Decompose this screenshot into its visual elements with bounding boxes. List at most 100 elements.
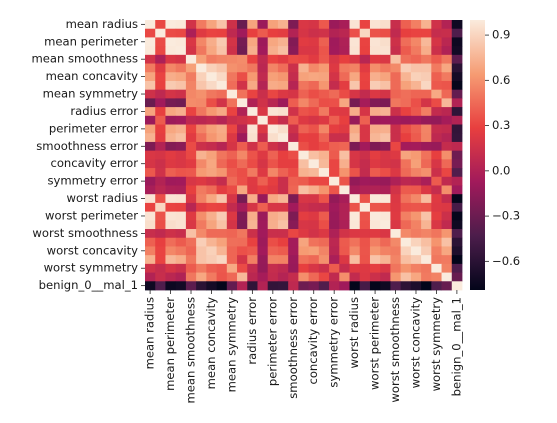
y-tick-label: mean smoothness bbox=[31, 52, 138, 66]
heatmap-cell bbox=[380, 272, 391, 282]
heatmap-cell bbox=[145, 185, 156, 195]
heatmap-cell bbox=[196, 220, 207, 230]
heatmap-cell bbox=[308, 107, 320, 117]
heatmap-cell bbox=[277, 159, 289, 169]
heatmap-cell bbox=[451, 133, 463, 143]
heatmap-cell bbox=[441, 89, 453, 99]
heatmap-cell bbox=[155, 124, 166, 134]
heatmap-cell bbox=[349, 46, 361, 56]
heatmap-cell bbox=[390, 54, 402, 64]
heatmap-cell bbox=[257, 115, 269, 125]
heatmap-cell bbox=[431, 202, 442, 213]
heatmap-cell bbox=[175, 246, 187, 256]
heatmap-cell bbox=[257, 150, 269, 160]
heatmap-cell bbox=[380, 159, 391, 169]
heatmap-cell bbox=[247, 168, 258, 178]
heatmap-cell bbox=[277, 54, 289, 64]
heatmap-cell bbox=[339, 255, 350, 265]
heatmap-cell bbox=[451, 194, 463, 204]
heatmap-cell bbox=[318, 263, 330, 273]
heatmap-cell bbox=[175, 80, 187, 91]
heatmap-cell bbox=[349, 211, 361, 221]
heatmap-cell bbox=[237, 124, 248, 134]
heatmap-cell bbox=[318, 124, 330, 134]
heatmap-cell bbox=[451, 220, 463, 230]
heatmap-cell bbox=[339, 46, 350, 56]
heatmap-cell bbox=[216, 115, 228, 125]
heatmap-cell bbox=[267, 141, 279, 152]
heatmap-cell bbox=[390, 98, 402, 108]
heatmap-cell bbox=[288, 237, 299, 247]
heatmap-cell bbox=[288, 80, 299, 91]
heatmap-cell bbox=[339, 185, 350, 195]
heatmap-cell bbox=[185, 159, 197, 169]
heatmap-cell bbox=[267, 72, 279, 82]
heatmap-cell bbox=[451, 124, 463, 134]
heatmap-cell bbox=[267, 150, 279, 160]
heatmap-cell bbox=[380, 185, 391, 195]
heatmap-cell bbox=[390, 37, 402, 47]
heatmap-cell bbox=[329, 141, 340, 152]
colorbar-tick-label: 0.9 bbox=[492, 28, 510, 42]
heatmap-cell bbox=[237, 255, 248, 265]
heatmap-cell bbox=[329, 54, 340, 64]
heatmap-cell bbox=[155, 220, 166, 230]
heatmap-cell bbox=[308, 46, 320, 56]
heatmap-cell bbox=[329, 159, 340, 169]
x-tick-label: radius error bbox=[245, 297, 259, 365]
heatmap-cell bbox=[359, 202, 371, 213]
heatmap-cell bbox=[206, 263, 217, 273]
heatmap-cell bbox=[237, 185, 248, 195]
heatmap-cell bbox=[277, 202, 289, 213]
heatmap-cell bbox=[308, 185, 320, 195]
heatmap-cell bbox=[451, 211, 463, 221]
heatmap-cell bbox=[308, 237, 320, 247]
heatmap-cell bbox=[226, 115, 238, 125]
colorbar bbox=[470, 20, 485, 290]
heatmap-cell bbox=[155, 237, 166, 247]
heatmap-cell bbox=[441, 107, 453, 117]
heatmap-cell bbox=[359, 20, 371, 30]
heatmap-cell bbox=[175, 124, 187, 134]
heatmap-cell bbox=[410, 194, 422, 204]
heatmap-cell bbox=[206, 255, 217, 265]
heatmap-cell bbox=[165, 63, 177, 73]
heatmap-cell bbox=[226, 229, 238, 239]
heatmap-cell bbox=[155, 246, 166, 256]
colorbar-tick-label: 0.0 bbox=[492, 163, 510, 177]
heatmap-cell bbox=[267, 98, 279, 108]
heatmap-cell bbox=[359, 272, 371, 282]
heatmap-cell bbox=[369, 194, 381, 204]
heatmap-cell bbox=[298, 37, 310, 47]
heatmap-cell bbox=[329, 176, 340, 186]
heatmap-cell bbox=[349, 272, 361, 282]
heatmap-cell bbox=[226, 211, 238, 221]
heatmap-cell bbox=[410, 89, 422, 99]
heatmap-cell bbox=[226, 246, 238, 256]
heatmap-cell bbox=[380, 263, 391, 273]
heatmap-cell bbox=[175, 141, 187, 152]
heatmap-cell bbox=[185, 246, 197, 256]
heatmap-cell bbox=[441, 54, 453, 64]
heatmap-cell bbox=[318, 194, 330, 204]
heatmap-cell bbox=[400, 237, 412, 247]
heatmap-cell bbox=[380, 37, 391, 47]
heatmap-cell bbox=[145, 141, 156, 152]
heatmap-cell bbox=[288, 89, 299, 99]
heatmap-cell bbox=[185, 124, 197, 134]
heatmap-cell bbox=[349, 54, 361, 64]
heatmap-cell bbox=[206, 229, 217, 239]
heatmap-cell bbox=[431, 263, 442, 273]
heatmap-cell bbox=[298, 263, 310, 273]
heatmap-cell bbox=[451, 89, 463, 99]
heatmap-cell bbox=[288, 63, 299, 73]
heatmap-cell bbox=[421, 237, 432, 247]
heatmap-cell bbox=[400, 63, 412, 73]
heatmap-cell bbox=[380, 220, 391, 230]
heatmap-cell bbox=[329, 28, 340, 38]
heatmap-cell bbox=[155, 37, 166, 47]
heatmap-cell bbox=[267, 220, 279, 230]
heatmap-cell bbox=[298, 159, 310, 169]
heatmap-cell bbox=[380, 229, 391, 239]
heatmap-cell bbox=[421, 98, 432, 108]
